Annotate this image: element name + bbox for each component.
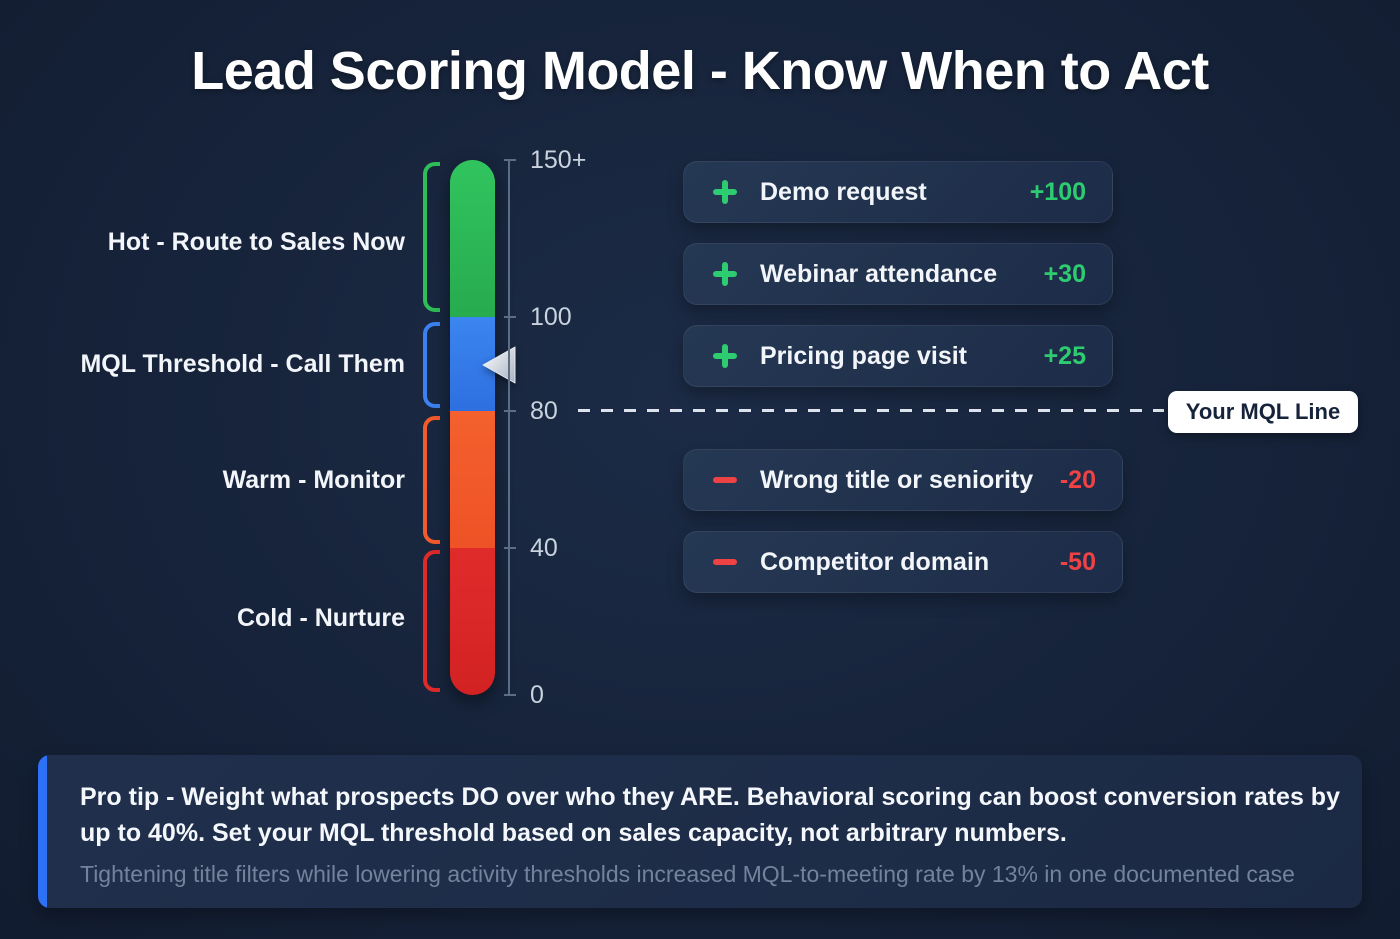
- mql-line-tag: Your MQL Line: [1168, 391, 1358, 433]
- score-card-label: Webinar attendance: [760, 259, 998, 288]
- score-card-webinar-attendance: Webinar attendance +30: [683, 243, 1113, 305]
- tick-mark-100: [504, 316, 516, 318]
- score-card-label: Competitor domain: [760, 547, 990, 576]
- score-card-value: +25: [1043, 341, 1086, 370]
- zone-bracket-hot: [423, 162, 440, 312]
- pro-tip-accent-bar: [38, 755, 47, 908]
- tick-label-100: 100: [530, 303, 572, 331]
- tick-label-40: 40: [530, 534, 558, 562]
- tick-label-80: 80: [530, 397, 558, 425]
- tick-mark-0: [504, 694, 516, 696]
- plus-icon: [710, 262, 740, 286]
- score-card-label: Pricing page visit: [760, 341, 968, 370]
- score-card-value: +30: [1043, 259, 1086, 288]
- zone-bracket-mql: [423, 322, 440, 408]
- scale-axis: [508, 160, 510, 696]
- plus-icon: [710, 180, 740, 204]
- score-card-value: -50: [1059, 547, 1096, 576]
- score-pointer-icon: [482, 346, 516, 384]
- zone-label-warm: Warm - Monitor: [222, 466, 405, 494]
- score-card-value: -20: [1059, 465, 1096, 494]
- score-card-demo-request: Demo request +100: [683, 161, 1113, 223]
- score-card-competitor-domain: Competitor domain -50: [683, 531, 1123, 593]
- score-card-wrong-title: Wrong title or seniority -20: [683, 449, 1123, 511]
- zone-label-mql: MQL Threshold - Call Them: [80, 350, 405, 378]
- score-bar-segment-cold: [450, 548, 495, 695]
- score-card-value: +100: [1029, 177, 1086, 206]
- pro-tip-main-text: Pro tip - Weight what prospects DO over …: [80, 783, 1340, 847]
- plus-icon: [710, 344, 740, 368]
- zone-bracket-cold: [423, 550, 440, 692]
- pro-tip-sub-text: Tightening title filters while lowering …: [80, 861, 1295, 887]
- pro-tip-box: Pro tip - Weight what prospects DO over …: [38, 755, 1362, 908]
- score-card-label: Wrong title or seniority: [760, 465, 1034, 494]
- score-card-pricing-page-visit: Pricing page visit +25: [683, 325, 1113, 387]
- score-bar-segment-warm: [450, 411, 495, 548]
- minus-icon: [710, 559, 740, 565]
- tick-label-0: 0: [530, 681, 544, 709]
- mql-threshold-dashed-line: [578, 409, 1164, 412]
- tick-mark-80: [504, 410, 516, 412]
- zone-label-cold: Cold - Nurture: [236, 604, 405, 632]
- tick-label-150: 150+: [530, 146, 587, 174]
- tick-mark-40: [504, 547, 516, 549]
- minus-icon: [710, 477, 740, 483]
- zone-bracket-warm: [423, 416, 440, 544]
- score-bar-segment-hot: [450, 160, 495, 317]
- score-bar: [450, 160, 495, 695]
- page-title: Lead Scoring Model - Know When to Act: [191, 41, 1209, 101]
- tick-mark-150: [504, 159, 516, 161]
- zone-label-hot: Hot - Route to Sales Now: [107, 228, 405, 256]
- score-card-label: Demo request: [760, 177, 927, 206]
